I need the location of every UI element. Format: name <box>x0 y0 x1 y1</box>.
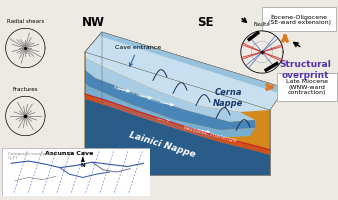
Text: Lainici Nappe: Lainici Nappe <box>128 131 196 159</box>
Polygon shape <box>85 82 255 138</box>
Text: stream conduits: stream conduits <box>113 84 163 104</box>
Text: Eocene-Oligocene
(SE-ward extension): Eocene-Oligocene (SE-ward extension) <box>267 15 331 25</box>
Text: N: N <box>80 163 85 168</box>
Polygon shape <box>85 32 285 110</box>
FancyBboxPatch shape <box>262 7 336 31</box>
Polygon shape <box>85 58 255 122</box>
Polygon shape <box>85 99 270 175</box>
Text: Late Miocene
(WNW-ward
contraction): Late Miocene (WNW-ward contraction) <box>286 79 328 95</box>
Text: Composite survey blocks
(J, F): Composite survey blocks (J, F) <box>8 152 60 160</box>
Text: Cave entrance: Cave entrance <box>115 45 161 66</box>
Polygon shape <box>100 32 285 92</box>
Polygon shape <box>85 70 255 130</box>
Title: Radial shears: Radial shears <box>7 19 44 24</box>
FancyBboxPatch shape <box>277 73 337 101</box>
Title: Faults: Faults <box>254 22 270 27</box>
Text: SE: SE <box>197 16 213 28</box>
Polygon shape <box>85 32 102 175</box>
Polygon shape <box>85 94 270 155</box>
Polygon shape <box>85 52 270 112</box>
Text: Ascunsa Cave: Ascunsa Cave <box>45 151 94 156</box>
Title: Fractures: Fractures <box>13 87 38 92</box>
Text: tectonic melange: tectonic melange <box>183 125 237 143</box>
Text: NW: NW <box>81 16 104 28</box>
Polygon shape <box>85 52 270 175</box>
Text: Cerna
Nappe: Cerna Nappe <box>213 88 243 108</box>
Polygon shape <box>85 32 285 110</box>
Text: Structural
overprint: Structural overprint <box>279 60 331 80</box>
